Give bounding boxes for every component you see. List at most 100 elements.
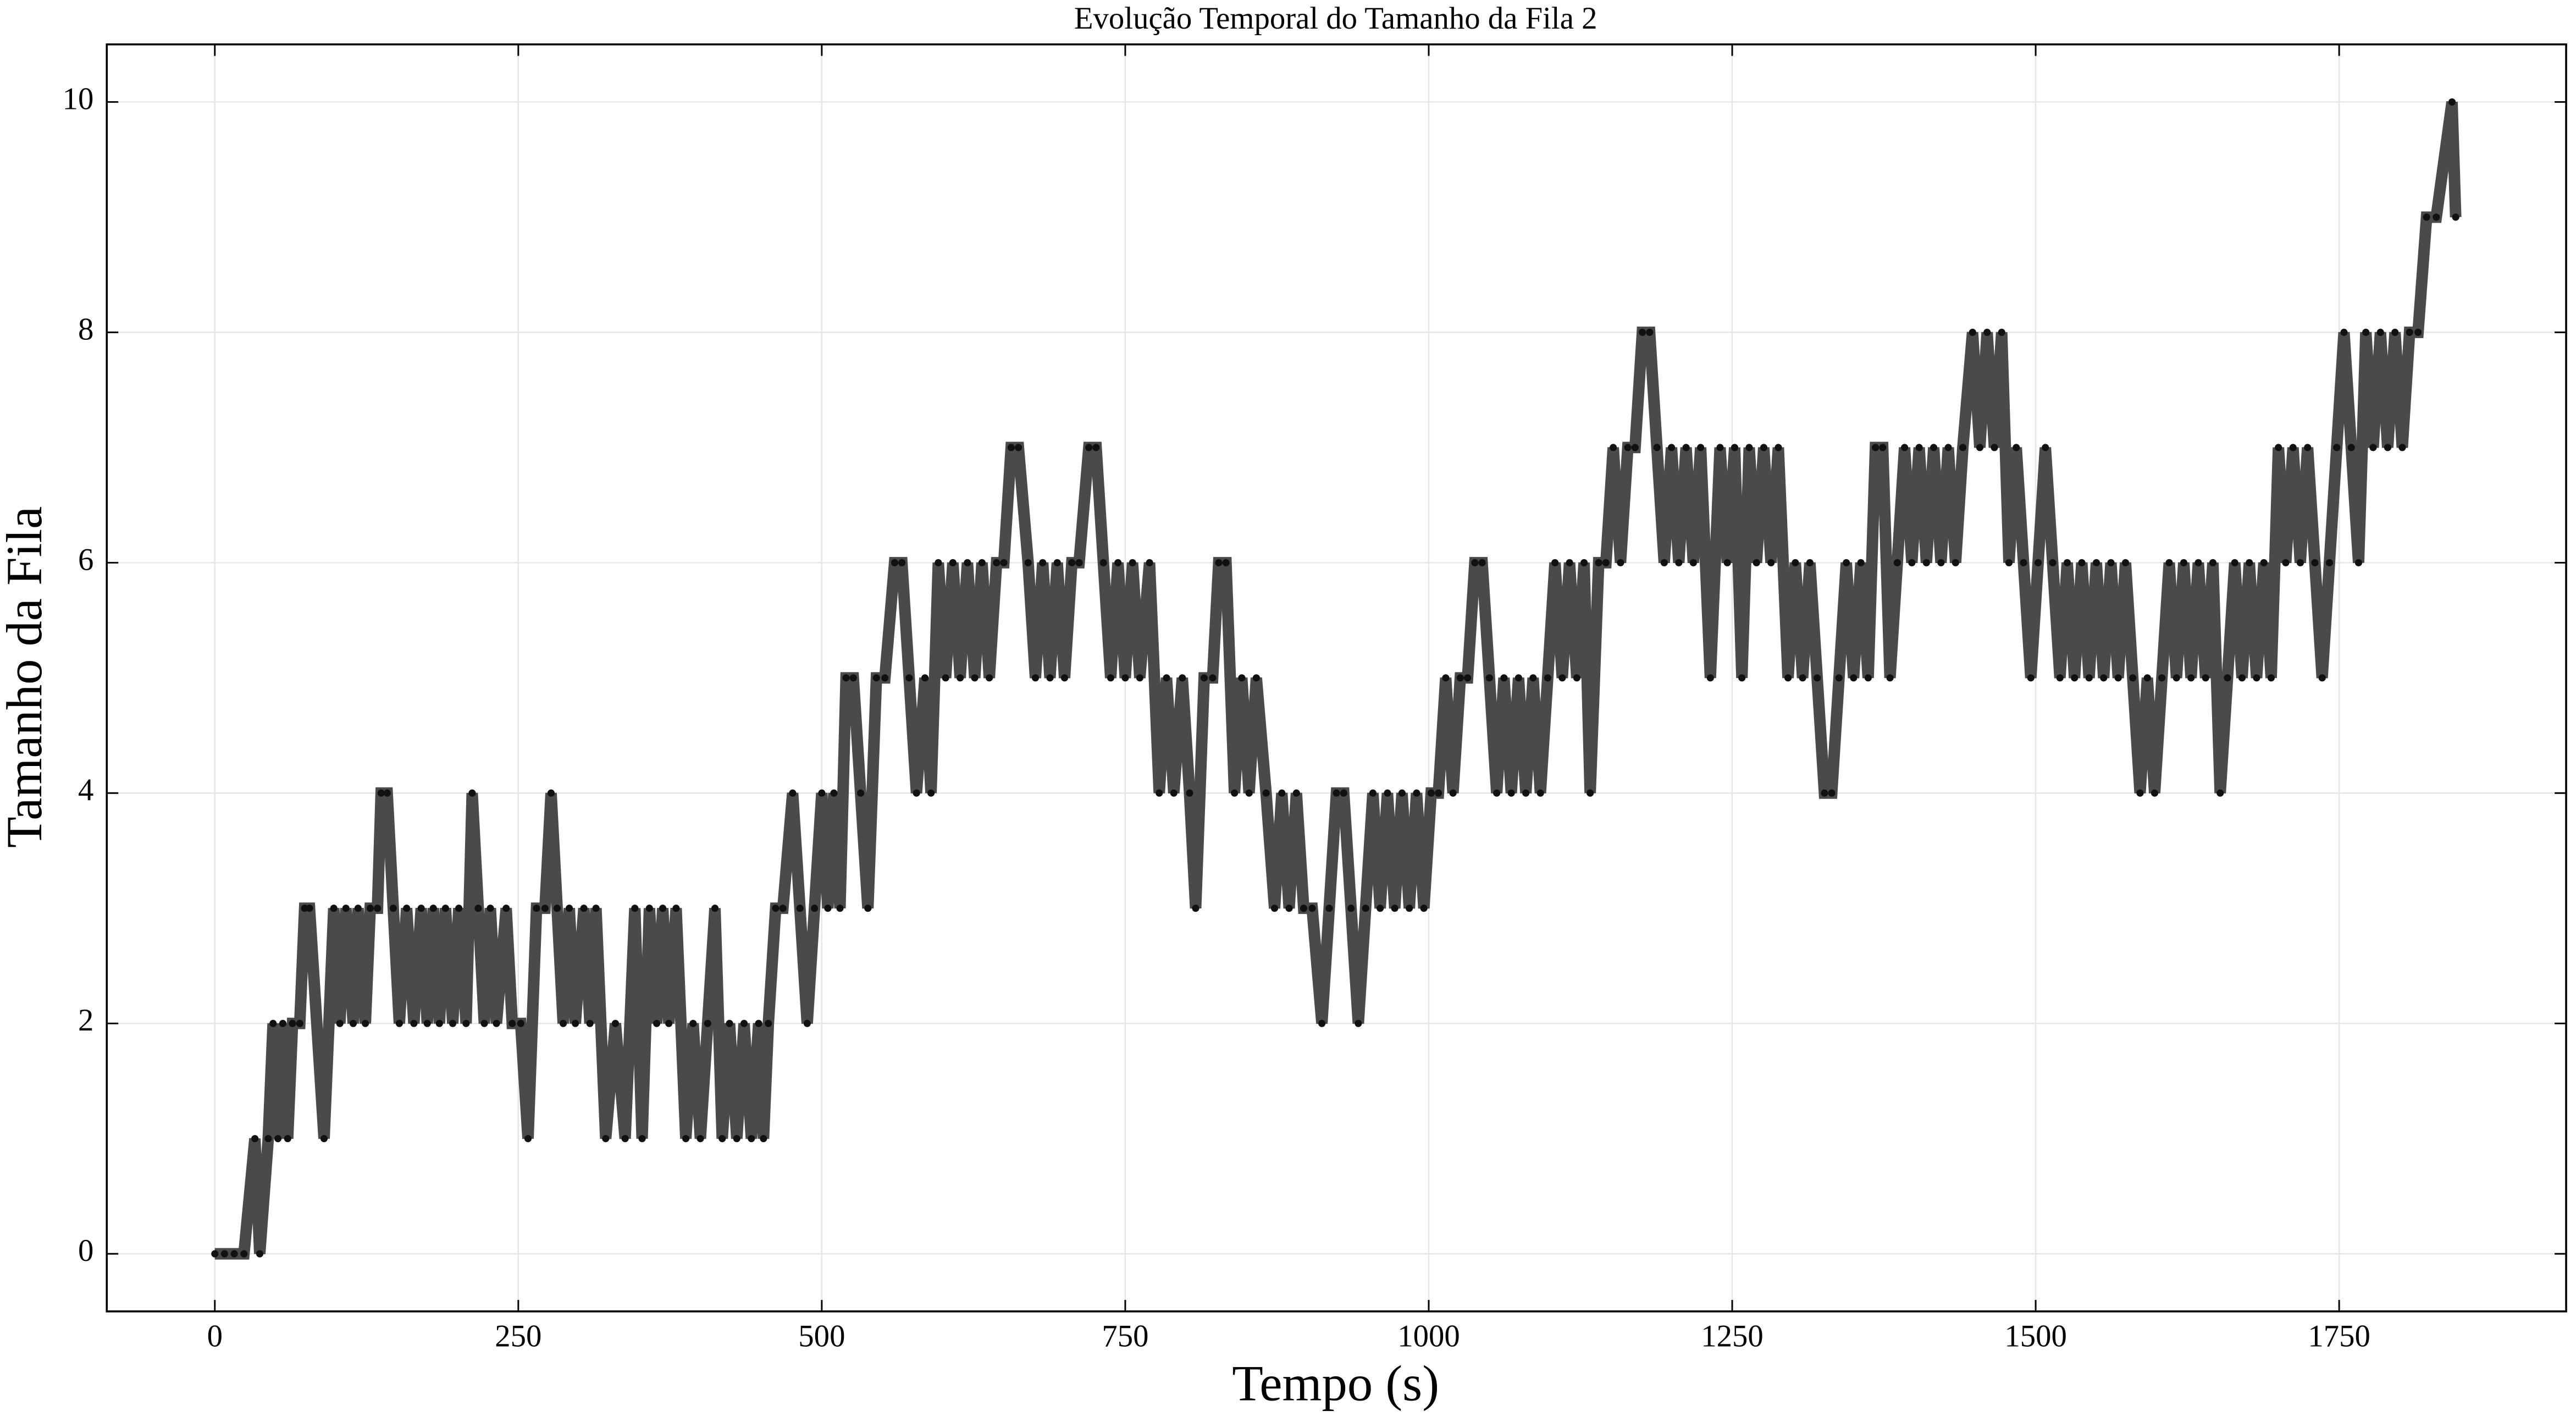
data-point bbox=[1238, 674, 1246, 682]
data-point bbox=[269, 1019, 277, 1027]
data-point bbox=[1215, 559, 1223, 566]
data-point bbox=[2398, 444, 2406, 451]
data-point bbox=[1536, 789, 1544, 797]
data-point bbox=[1507, 789, 1515, 797]
data-point bbox=[653, 1019, 661, 1027]
data-point bbox=[2318, 674, 2326, 682]
data-point bbox=[1278, 789, 1286, 797]
data-point bbox=[410, 1019, 418, 1027]
data-point bbox=[289, 1019, 296, 1027]
data-point bbox=[336, 1019, 344, 1027]
data-point bbox=[2114, 674, 2122, 682]
data-point bbox=[592, 905, 600, 912]
data-point bbox=[403, 905, 411, 912]
data-point bbox=[2173, 674, 2180, 682]
data-point bbox=[541, 905, 549, 912]
y-tick-label: 8 bbox=[78, 312, 93, 346]
data-point bbox=[2282, 559, 2290, 566]
data-point bbox=[1922, 559, 1930, 566]
data-point bbox=[2376, 328, 2384, 336]
data-point bbox=[1828, 789, 1836, 797]
data-point bbox=[964, 559, 971, 566]
data-point bbox=[1558, 674, 1566, 682]
data-point bbox=[1767, 559, 1775, 566]
data-point bbox=[2209, 559, 2217, 566]
data-point bbox=[2414, 328, 2422, 336]
data-point bbox=[1843, 559, 1850, 566]
data-point bbox=[971, 674, 979, 682]
data-point bbox=[1068, 559, 1076, 566]
data-point bbox=[1775, 444, 1782, 451]
data-point bbox=[978, 559, 986, 566]
data-point bbox=[748, 1135, 755, 1143]
x-tick-label: 1250 bbox=[1701, 1319, 1764, 1354]
data-point bbox=[524, 1135, 532, 1143]
data-point bbox=[696, 1135, 704, 1143]
data-point bbox=[1270, 905, 1279, 912]
data-point bbox=[1631, 444, 1639, 451]
data-point bbox=[2078, 559, 2086, 566]
data-point bbox=[230, 1250, 238, 1258]
data-point bbox=[733, 1135, 740, 1143]
data-point bbox=[251, 1135, 259, 1143]
data-point bbox=[1114, 559, 1122, 566]
data-point bbox=[1697, 444, 1705, 451]
data-point bbox=[993, 559, 1000, 566]
data-point bbox=[1595, 559, 1602, 566]
data-point bbox=[1355, 1019, 1362, 1027]
data-point bbox=[1886, 674, 1894, 682]
data-point bbox=[1163, 674, 1170, 682]
data-point bbox=[240, 1250, 248, 1258]
data-point bbox=[1300, 905, 1308, 912]
data-point bbox=[1391, 905, 1398, 912]
data-point bbox=[1413, 789, 1420, 797]
data-point bbox=[2056, 674, 2064, 682]
data-point bbox=[349, 1019, 357, 1027]
data-point bbox=[1170, 789, 1178, 797]
data-point bbox=[1192, 905, 1199, 912]
data-point bbox=[942, 674, 949, 682]
data-point bbox=[760, 1135, 767, 1143]
data-point bbox=[1308, 905, 1316, 912]
data-point bbox=[306, 905, 313, 912]
data-point bbox=[211, 1250, 219, 1258]
data-point bbox=[566, 905, 573, 912]
data-point bbox=[1156, 789, 1163, 797]
data-point bbox=[1944, 444, 1952, 451]
data-point bbox=[1039, 559, 1047, 566]
data-point bbox=[1092, 444, 1100, 451]
data-point bbox=[718, 1135, 726, 1143]
data-point bbox=[2304, 444, 2312, 451]
data-point bbox=[423, 1019, 431, 1027]
data-point bbox=[881, 674, 889, 682]
data-point bbox=[898, 559, 906, 566]
data-point bbox=[2384, 444, 2392, 451]
data-point bbox=[1835, 674, 1843, 682]
data-point bbox=[2027, 674, 2035, 682]
data-point bbox=[374, 905, 382, 912]
data-point bbox=[2452, 213, 2459, 221]
plot-area bbox=[211, 98, 2462, 1260]
data-point bbox=[1362, 905, 1369, 912]
data-point bbox=[2448, 98, 2456, 106]
data-point bbox=[1522, 789, 1530, 797]
data-point bbox=[2275, 444, 2282, 451]
data-point bbox=[1586, 789, 1594, 797]
data-point bbox=[1485, 674, 1493, 682]
data-point bbox=[905, 674, 913, 682]
data-point bbox=[2347, 444, 2355, 451]
data-point bbox=[1085, 444, 1093, 451]
data-point bbox=[1753, 559, 1760, 566]
y-tick-label: 4 bbox=[78, 773, 93, 807]
y-tick-label: 0 bbox=[78, 1233, 93, 1268]
data-point bbox=[547, 789, 555, 797]
data-point bbox=[1566, 559, 1573, 566]
x-tick-label: 0 bbox=[207, 1319, 223, 1354]
data-point bbox=[2194, 559, 2202, 566]
x-tick-label: 1750 bbox=[2308, 1319, 2370, 1354]
data-point bbox=[1806, 559, 1814, 566]
data-point bbox=[1007, 444, 1015, 451]
data-point bbox=[2296, 559, 2304, 566]
data-point bbox=[1682, 444, 1690, 451]
